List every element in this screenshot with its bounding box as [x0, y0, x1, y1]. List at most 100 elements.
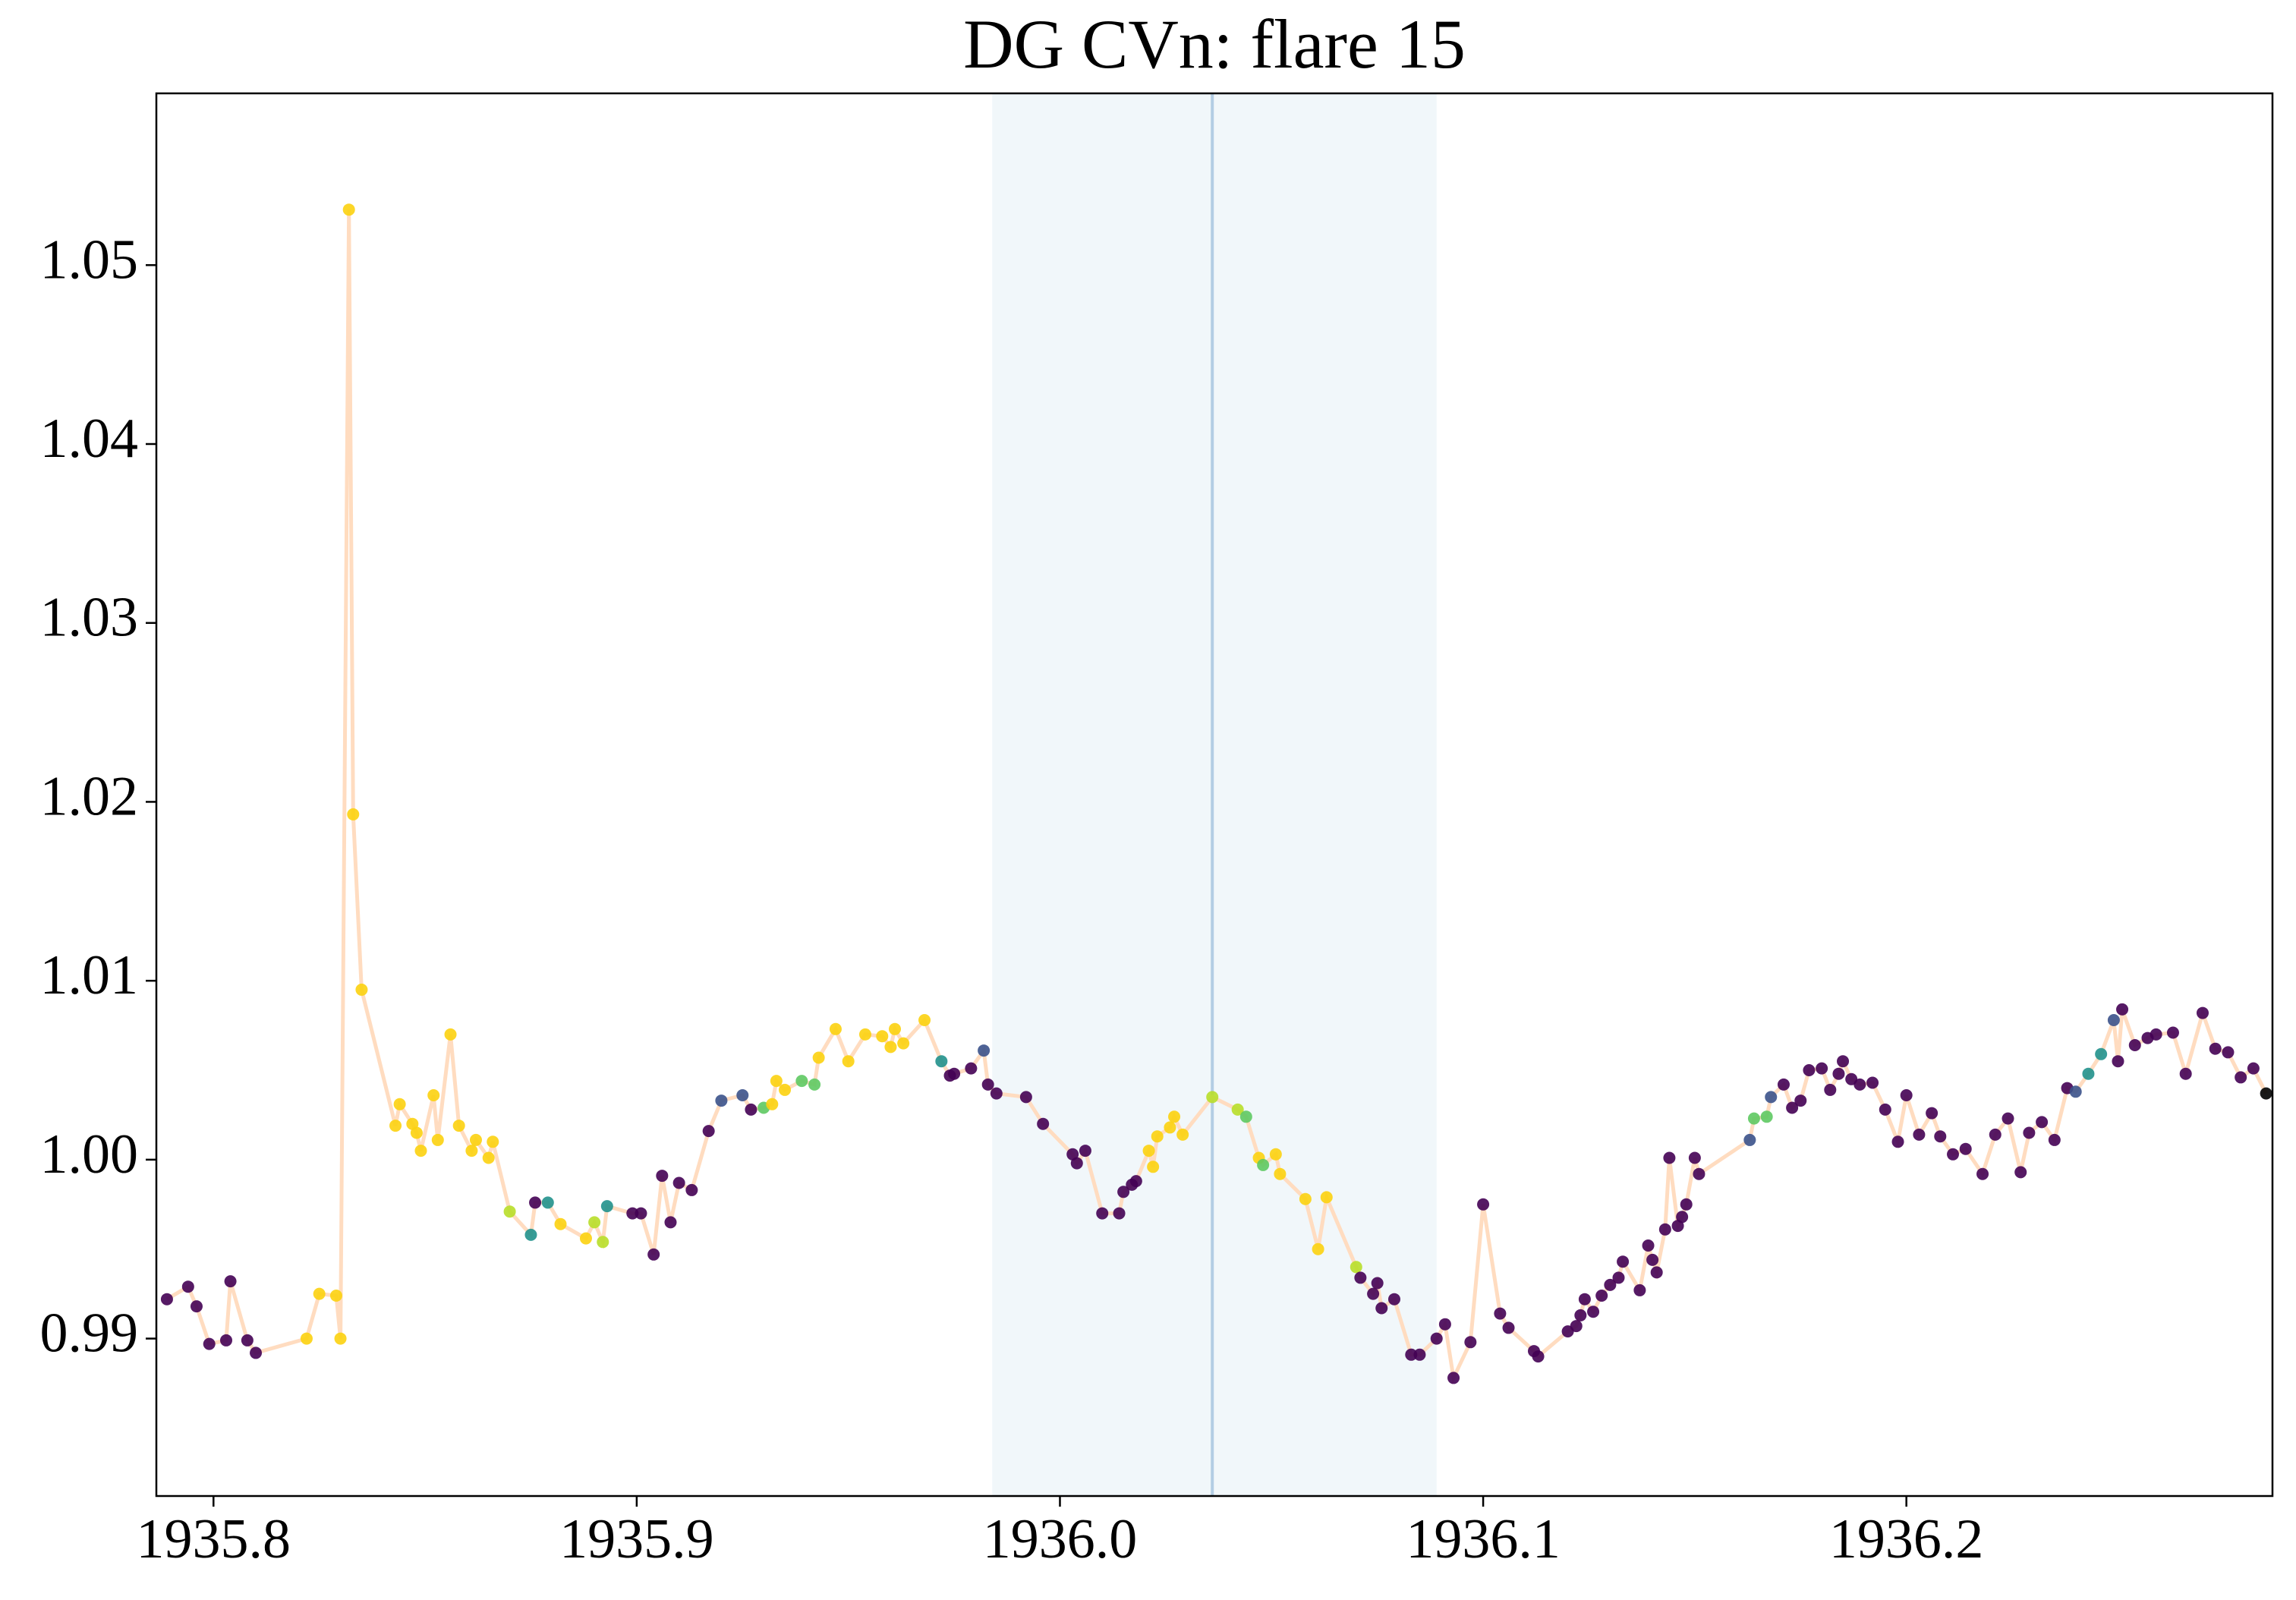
data-point	[1947, 1148, 1960, 1161]
data-point	[588, 1216, 601, 1229]
data-point	[2150, 1028, 2162, 1041]
data-point	[1587, 1306, 1600, 1318]
y-tick-label: 1.02	[40, 765, 139, 827]
data-point	[1164, 1121, 1176, 1134]
data-point	[1688, 1151, 1701, 1164]
data-point	[1853, 1078, 1866, 1091]
data-point	[965, 1062, 978, 1075]
data-point	[334, 1332, 347, 1345]
data-point	[1879, 1103, 1891, 1116]
plot-frame	[155, 92, 2274, 1498]
data-point	[702, 1125, 715, 1138]
data-point	[1413, 1348, 1426, 1361]
data-point	[160, 1293, 173, 1306]
y-tick-label: 1.03	[40, 587, 139, 649]
data-point	[656, 1170, 669, 1183]
data-point	[647, 1248, 660, 1261]
data-point	[444, 1028, 457, 1041]
data-point	[1151, 1130, 1164, 1143]
y-tick-label: 1.00	[40, 1123, 139, 1186]
data-point	[414, 1145, 427, 1157]
data-point	[736, 1089, 749, 1101]
data-point	[300, 1332, 313, 1345]
data-point	[858, 1028, 871, 1041]
data-point	[431, 1133, 444, 1146]
data-point	[1117, 1186, 1130, 1198]
data-point	[1532, 1350, 1545, 1363]
data-point	[579, 1232, 592, 1245]
data-point	[1650, 1266, 1663, 1279]
y-tick-label: 0.99	[40, 1302, 139, 1365]
data-point	[1777, 1078, 1790, 1091]
data-point	[1765, 1091, 1778, 1104]
data-point	[2209, 1042, 2222, 1055]
data-point	[876, 1030, 889, 1043]
data-point	[1168, 1110, 1181, 1123]
data-point	[1494, 1307, 1507, 1320]
data-point	[1477, 1198, 1490, 1211]
data-point	[181, 1280, 194, 1293]
data-point	[2014, 1166, 2027, 1179]
data-point	[1019, 1091, 1032, 1104]
data-point	[355, 983, 368, 996]
data-point	[2222, 1046, 2235, 1059]
data-point	[1891, 1135, 1904, 1148]
data-point	[2260, 1087, 2272, 1100]
data-point	[1176, 1128, 1189, 1141]
data-point	[1387, 1293, 1400, 1306]
data-point	[1595, 1290, 1608, 1302]
data-point	[672, 1176, 685, 1189]
data-point	[1502, 1321, 1515, 1334]
data-point	[635, 1207, 647, 1220]
data-point	[770, 1075, 783, 1088]
data-point	[1612, 1271, 1625, 1284]
data-point	[1570, 1320, 1583, 1333]
data-point	[1743, 1133, 1756, 1146]
data-point	[1604, 1278, 1617, 1291]
data-point	[935, 1055, 948, 1068]
data-point	[1129, 1175, 1142, 1188]
chart-title: DG CVn: flare 15	[963, 5, 1466, 83]
data-point	[978, 1044, 991, 1057]
data-point	[2082, 1067, 2095, 1080]
data-point	[524, 1228, 537, 1241]
data-point	[1312, 1243, 1324, 1255]
data-point	[1976, 1167, 1989, 1180]
data-point	[1824, 1083, 1837, 1096]
data-point	[1959, 1142, 1972, 1155]
data-point	[1633, 1283, 1646, 1296]
data-point	[990, 1087, 1003, 1100]
data-point	[1934, 1130, 1947, 1143]
data-point	[220, 1334, 233, 1346]
data-point	[1299, 1192, 1312, 1205]
data-point	[1574, 1309, 1587, 1321]
data-point	[2166, 1026, 2179, 1039]
data-point	[465, 1145, 478, 1157]
data-point	[203, 1337, 216, 1350]
data-point	[2116, 1003, 2129, 1016]
data-point	[1837, 1055, 1850, 1068]
data-point	[1617, 1255, 1630, 1268]
data-point	[241, 1334, 254, 1346]
data-point	[1070, 1157, 1083, 1170]
data-point	[1794, 1094, 1807, 1107]
data-point	[1747, 1112, 1760, 1125]
data-point	[1663, 1151, 1676, 1164]
data-point	[1832, 1067, 1845, 1080]
data-point	[842, 1055, 855, 1068]
data-point	[808, 1078, 821, 1091]
data-point	[452, 1120, 465, 1132]
data-point	[1350, 1261, 1362, 1274]
x-tick-label: 1935.9	[559, 1508, 714, 1570]
data-point	[1231, 1103, 1244, 1116]
x-tick-label: 1936.0	[983, 1508, 1138, 1570]
data-point	[981, 1078, 994, 1091]
data-point	[1693, 1167, 1705, 1180]
data-point	[250, 1346, 263, 1359]
data-point	[2036, 1116, 2049, 1129]
y-tick-label: 1.01	[40, 944, 139, 1006]
data-point	[812, 1051, 825, 1064]
data-point	[224, 1275, 237, 1288]
data-point	[600, 1200, 613, 1213]
data-point	[1430, 1332, 1443, 1345]
